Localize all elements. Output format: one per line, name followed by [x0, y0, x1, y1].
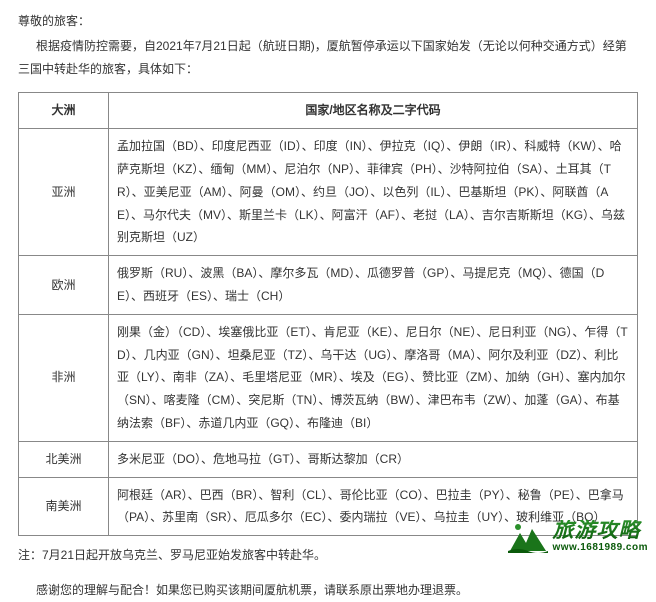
header-countries: 国家/地区名称及二字代码: [109, 93, 638, 129]
table-row: 亚洲 孟加拉国（BD）、印度尼西亚（ID）、印度（IN）、伊拉克（IQ）、伊朗（…: [19, 129, 638, 256]
region-cell: 北美洲: [19, 441, 109, 477]
region-cell: 欧洲: [19, 256, 109, 315]
watermark-url: www.1681989.com: [552, 543, 648, 554]
countries-cell: 孟加拉国（BD）、印度尼西亚（ID）、印度（IN）、伊拉克（IQ）、伊朗（IR）…: [109, 129, 638, 256]
intro-block: 尊敬的旅客： 根据疫情防控需要，自2021年7月21日起（航班日期)，厦航暂停承…: [18, 10, 638, 80]
countries-cell: 多米尼亚（DO）、危地马拉（GT）、哥斯达黎加（CR）: [109, 441, 638, 477]
region-cell: 非洲: [19, 314, 109, 441]
mountain-icon: [508, 521, 548, 553]
table-row: 欧洲 俄罗斯（RU）、波黑（BA）、摩尔多瓦（MD）、瓜德罗普（GP）、马提尼克…: [19, 256, 638, 315]
region-cell: 亚洲: [19, 129, 109, 256]
greeting-text: 尊敬的旅客：: [18, 10, 638, 33]
intro-body-text: 根据疫情防控需要，自2021年7月21日起（航班日期)，厦航暂停承运以下国家始发…: [18, 35, 638, 81]
countries-cell: 俄罗斯（RU）、波黑（BA）、摩尔多瓦（MD）、瓜德罗普（GP）、马提尼克（MQ…: [109, 256, 638, 315]
table-row: 北美洲 多米尼亚（DO）、危地马拉（GT）、哥斯达黎加（CR）: [19, 441, 638, 477]
table-row: 非洲 刚果（金）（CD）、埃塞俄比亚（ET）、肯尼亚（KE）、尼日尔（NE）、尼…: [19, 314, 638, 441]
countries-cell: 刚果（金）（CD）、埃塞俄比亚（ET）、肯尼亚（KE）、尼日尔（NE）、尼日利亚…: [109, 314, 638, 441]
country-table: 大洲 国家/地区名称及二字代码 亚洲 孟加拉国（BD）、印度尼西亚（ID）、印度…: [18, 92, 638, 536]
watermark-cn: 旅游攻略: [552, 520, 648, 542]
watermark: 旅游攻略 www.1681989.com: [508, 520, 648, 553]
table-header-row: 大洲 国家/地区名称及二字代码: [19, 93, 638, 129]
thanks-text: 感谢您的理解与配合！如果您已购买该期间厦航机票，请联系原出票地办理退票。: [18, 579, 638, 602]
watermark-text: 旅游攻略 www.1681989.com: [552, 520, 648, 553]
header-region: 大洲: [19, 93, 109, 129]
region-cell: 南美洲: [19, 477, 109, 536]
